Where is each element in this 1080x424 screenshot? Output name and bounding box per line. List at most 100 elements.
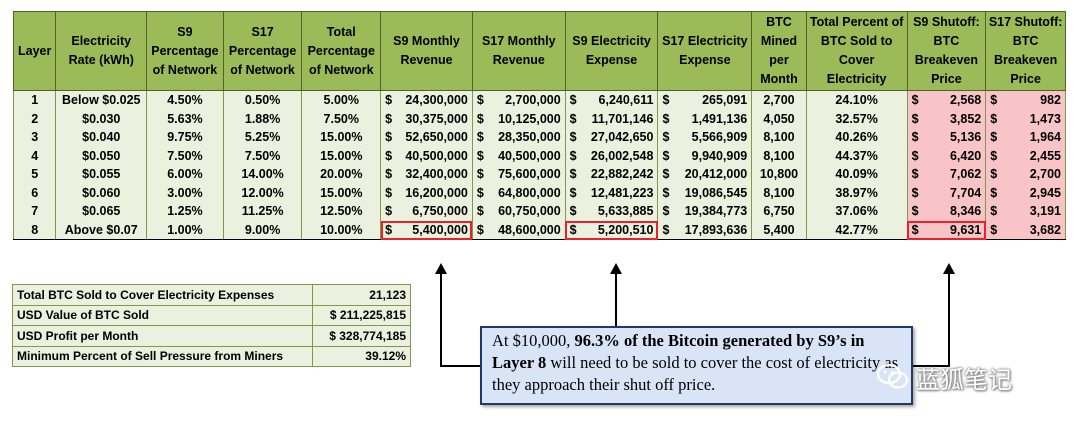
currency-symbol: $ [990, 204, 998, 219]
cell-s17-rev: $75,600,000 [471, 165, 566, 184]
amount: 22,882,242 [590, 167, 654, 182]
column-header: S17 Monthly Revenue [471, 11, 566, 91]
amount: 7,062 [949, 167, 982, 182]
currency-symbol: $ [476, 130, 484, 145]
amount: 5,136 [949, 130, 982, 145]
currency-symbol: $ [569, 204, 577, 219]
cell-s17-be: $3,682 [985, 220, 1066, 240]
cell-pct-sold: 44.37% [805, 146, 908, 165]
currency-symbol: $ [911, 204, 919, 219]
cell-s17-pct: 14.00% [222, 165, 303, 184]
cell-s17-pct: 9.00% [222, 220, 303, 240]
amount: 40,500,000 [498, 148, 561, 163]
cell-s17-be: $2,700 [985, 165, 1066, 184]
money-value: $32,400,000 [385, 167, 468, 181]
money-value: $2,455 [990, 149, 1061, 163]
cell-s17-rev: $28,350,000 [471, 128, 566, 147]
currency-symbol: $ [911, 167, 919, 182]
amount: 30,375,000 [405, 111, 468, 126]
cell-s9-be: $5,136 [906, 128, 987, 147]
cell-s17-be: $1,964 [985, 128, 1066, 147]
cell-s9-exp: $27,042,650 [564, 128, 659, 147]
amount: 3,682 [1029, 222, 1061, 237]
amount: 27,042,650 [590, 130, 654, 145]
amount: 9,940,909 [691, 148, 748, 163]
cell-btc: 4,050 [751, 109, 807, 128]
currency-symbol: $ [385, 111, 393, 126]
cell-total-pct: 15.00% [301, 146, 382, 165]
cell-total-pct: 20.00% [301, 165, 382, 184]
summary-label: USD Profit per Month [12, 325, 313, 347]
amount: 17,893,636 [684, 222, 748, 237]
money-value: $6,240,611 [570, 93, 654, 107]
amount: 20,412,000 [684, 167, 748, 182]
cell-s17-be: $2,945 [985, 183, 1066, 202]
amount: 32,400,000 [405, 167, 468, 182]
column-header: Total Percent of BTC Sold to Cover Elect… [805, 11, 908, 91]
callout-bold-text: 96.3% of the Bitcoin generated by S9’s i… [492, 331, 865, 372]
money-value: $3,852 [912, 112, 982, 126]
connector-line-middle [615, 274, 617, 327]
cell-s17-rev: $48,600,000 [471, 220, 566, 240]
money-value: $11,701,146 [570, 112, 654, 126]
amount: 24,300,000 [405, 93, 468, 108]
currency-symbol: $ [569, 185, 577, 200]
callout-text-end: will need to be sold to cover the cost o… [492, 353, 899, 394]
money-value: $5,400,000 [385, 223, 468, 237]
currency-symbol: $ [385, 185, 393, 200]
table-row: 8 Above $0.07 1.00% 9.00% 10.00% $5,400,000 $4… [12, 220, 1066, 240]
callout-text: At $10,000, [492, 331, 575, 350]
cell-s17-pct: 1.88% [222, 109, 303, 128]
amount: 2,700,000 [505, 93, 561, 108]
cell-s9-exp: $5,633,885 [564, 202, 659, 221]
cell-s17-exp: $19,086,545 [657, 183, 753, 202]
money-value: $3,191 [990, 204, 1061, 218]
cell-s17-exp: $1,491,136 [657, 109, 753, 128]
money-value: $24,300,000 [385, 93, 468, 107]
money-value: $7,062 [912, 167, 982, 181]
cell-pct-sold: 42.77% [805, 220, 908, 240]
amount: 9,631 [949, 222, 982, 237]
currency-symbol: $ [662, 167, 670, 182]
amount: 2,568 [949, 93, 982, 108]
money-value: $26,002,548 [570, 149, 654, 163]
cell-s9-exp: $5,200,510 [564, 220, 659, 240]
amount: 19,384,773 [684, 204, 748, 219]
currency-symbol: $ [662, 93, 670, 108]
column-header: Electricity Rate (kWh) [55, 11, 148, 91]
cell-layer: 2 [12, 109, 57, 128]
money-value: $12,481,223 [570, 186, 654, 200]
money-value: $6,420 [912, 149, 982, 163]
amount: 6,420 [949, 148, 982, 163]
currency-symbol: $ [662, 204, 670, 219]
currency-symbol: $ [385, 222, 393, 237]
summary-table: Total BTC Sold to Cover Electricity Expe… [12, 284, 411, 367]
cell-pct-sold: 24.10% [805, 90, 908, 110]
cell-s9-be: $7,704 [906, 183, 987, 202]
cell-pct-sold: 40.09% [805, 165, 908, 184]
currency-symbol: $ [990, 148, 998, 163]
cell-s9-rev: $30,375,000 [380, 109, 473, 128]
amount: 2,945 [1029, 185, 1061, 200]
cell-s17-exp: $265,091 [657, 90, 753, 110]
currency-symbol: $ [476, 111, 484, 126]
cell-s9-exp: $22,882,242 [564, 165, 659, 184]
table-row: 6 $0.060 3.00% 12.00% 15.00% $16,200,000 $64,8… [12, 183, 1066, 202]
cell-s9-rev: $32,400,000 [380, 165, 473, 184]
currency-symbol: $ [662, 148, 670, 163]
money-value: $40,500,000 [385, 149, 468, 163]
currency-symbol: $ [476, 148, 484, 163]
amount: 1,491,136 [691, 111, 748, 126]
amount: 2,455 [1029, 148, 1061, 163]
cell-rate: $0.030 [55, 109, 148, 128]
money-value: $6,750,000 [385, 204, 468, 218]
amount: 1,964 [1029, 130, 1061, 145]
currency-symbol: $ [476, 204, 484, 219]
cell-total-pct: 10.00% [301, 220, 382, 240]
currency-symbol: $ [569, 222, 577, 237]
money-value: $60,750,000 [477, 204, 561, 218]
currency-symbol: $ [385, 93, 393, 108]
table-row: 2 $0.030 5.63% 1.88% 7.50% $30,375,000 $10,125… [12, 109, 1066, 128]
money-value: $17,893,636 [662, 223, 747, 237]
money-value: $3,682 [990, 223, 1061, 237]
